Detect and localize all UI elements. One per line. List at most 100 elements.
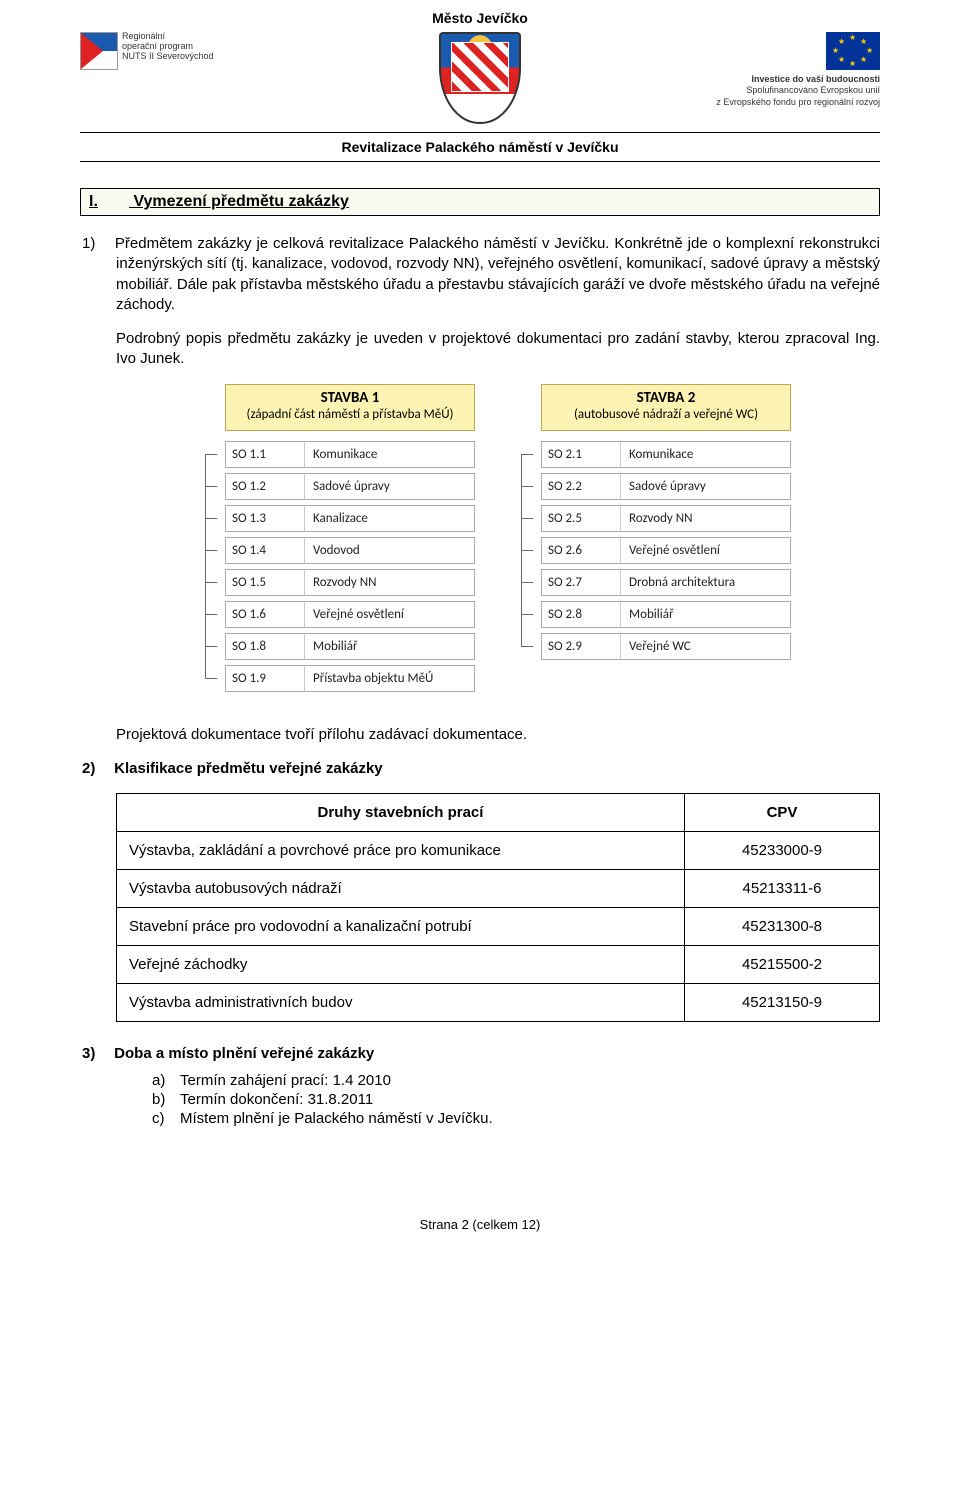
diagram-row: SO 1.1Komunikace	[225, 441, 475, 468]
eu-flag-icon: ★ ★ ★ ★ ★ ★ ★ ★	[826, 32, 880, 70]
diagram-row: SO 2.6Veřejné osvětlení	[541, 537, 791, 564]
row-code: SO 2.5	[542, 506, 621, 531]
item-marker: 2)	[82, 759, 110, 779]
cpv-works: Výstavba autobusových nádraží	[117, 870, 685, 908]
diagram-row: SO 1.6Veřejné osvětlení	[225, 601, 475, 628]
item1-p2: Podrobný popis předmětu zakázky je uvede…	[116, 329, 880, 370]
numbered-list: 1) Předmětem zakázky je celková revitali…	[80, 234, 880, 1127]
cpv-works: Stavební práce pro vodovodní a kanalizač…	[117, 908, 685, 946]
row-label: Kanalizace	[305, 506, 376, 531]
eu-title: Investice do vaší budoucnosti	[660, 74, 880, 85]
cpv-header-cpv: CPV	[685, 794, 880, 832]
eu-line: Spolufinancováno Evropskou unií	[660, 85, 880, 96]
eu-text: Investice do vaší budoucnosti Spolufinan…	[660, 74, 880, 108]
diagram-row: SO 2.7Drobná architektura	[541, 569, 791, 596]
eu-line: z Evropského fondu pro regionální rozvoj	[660, 97, 880, 108]
row-code: SO 2.1	[542, 442, 621, 467]
col-title-sub: (autobusové nádraží a veřejné WC)	[574, 407, 758, 422]
cpv-code: 45231300-8	[685, 908, 880, 946]
sub-list: a)Termín zahájení prací: 1.4 2010b)Termí…	[116, 1072, 880, 1127]
table-row: Stavební práce pro vodovodní a kanalizač…	[117, 908, 880, 946]
row-label: Sadové úpravy	[305, 474, 398, 499]
page-title: Město Jevíčko	[80, 10, 880, 26]
diagram-row: SO 1.8Mobiliář	[225, 633, 475, 660]
row-code: SO 2.2	[542, 474, 621, 499]
col-title-sub: (západní část náměstí a přístavba MěÚ)	[247, 407, 454, 422]
row-code: SO 1.8	[226, 634, 305, 659]
diagram-column: STAVBA 2 (autobusové nádraží a veřejné W…	[541, 384, 791, 665]
item2-title: Klasifikace předmětu veřejné zakázky	[114, 760, 382, 777]
col-title-strong: STAVBA 1	[321, 389, 380, 407]
sub-text: Termín dokončení: 31.8.2011	[180, 1091, 373, 1108]
list-item: 2) Klasifikace předmětu veřejné zakázky …	[116, 759, 880, 1022]
sub-list-item: b)Termín dokončení: 31.8.2011	[152, 1091, 880, 1108]
diagram-row: SO 1.2Sadové úpravy	[225, 473, 475, 500]
page: Město Jevíčko Regionální operační progra…	[0, 0, 960, 1272]
page-footer: Strana 2 (celkem 12)	[80, 1217, 880, 1232]
row-label: Komunikace	[621, 442, 701, 467]
table-row: Výstavba, zakládání a povrchové práce pr…	[117, 832, 880, 870]
row-label: Přístavba objektu MěÚ	[305, 666, 441, 691]
diagram-row: SO 1.5Rozvody NN	[225, 569, 475, 596]
cpv-code: 45213311-6	[685, 870, 880, 908]
sub-marker: a)	[152, 1072, 180, 1089]
table-row: Výstavba administrativních budov45213150…	[117, 984, 880, 1022]
header-logos: Regionální operační program NUTS II Seve…	[80, 32, 880, 124]
row-code: SO 2.9	[542, 634, 621, 659]
row-code: SO 1.3	[226, 506, 305, 531]
row-label: Mobiliář	[621, 602, 682, 627]
cpv-table: Druhy stavebních prací CPV Výstavba, zak…	[116, 793, 880, 1022]
diagram-row: SO 2.9Veřejné WC	[541, 633, 791, 660]
logo-eu: ★ ★ ★ ★ ★ ★ ★ ★ Investice do vaší budouc…	[660, 32, 880, 108]
rop-line: NUTS II Severovýchod	[122, 52, 214, 62]
cpv-header-works: Druhy stavebních prací	[117, 794, 685, 832]
diagram-row: SO 1.9Přístavba objektu MěÚ	[225, 665, 475, 692]
section-heading-box: I. Vymezení předmětu zakázky	[80, 188, 880, 216]
row-label: Mobiliář	[305, 634, 366, 659]
rop-flag-icon	[80, 32, 118, 70]
row-label: Rozvody NN	[621, 506, 701, 531]
sub-text: Místem plnění je Palackého náměstí v Jev…	[180, 1110, 493, 1127]
row-code: SO 2.7	[542, 570, 621, 595]
row-label: Sadové úpravy	[621, 474, 714, 499]
diagram-row: SO 1.4Vodovod	[225, 537, 475, 564]
row-label: Drobná architektura	[621, 570, 743, 595]
row-code: SO 2.8	[542, 602, 621, 627]
coat-of-arms	[430, 32, 530, 124]
item-marker: 1)	[82, 234, 110, 254]
row-label: Vodovod	[305, 538, 368, 563]
sub-list-item: c)Místem plnění je Palackého náměstí v J…	[152, 1110, 880, 1127]
row-code: SO 1.4	[226, 538, 305, 563]
item3-title: Doba a místo plnění veřejné zakázky	[114, 1045, 374, 1062]
list-item: 1) Předmětem zakázky je celková revitali…	[116, 234, 880, 745]
cpv-code: 45213150-9	[685, 984, 880, 1022]
list-item: 3) Doba a místo plnění veřejné zakázky a…	[116, 1044, 880, 1127]
row-label: Komunikace	[305, 442, 385, 467]
diagram-row: SO 2.1Komunikace	[541, 441, 791, 468]
cpv-code: 45233000-9	[685, 832, 880, 870]
table-row: Veřejné záchodky45215500-2	[117, 946, 880, 984]
stav-diagram: STAVBA 1 (západní část náměstí a přístav…	[116, 384, 880, 697]
cpv-code: 45215500-2	[685, 946, 880, 984]
item-marker: 3)	[82, 1044, 110, 1064]
sub-marker: c)	[152, 1110, 180, 1127]
cpv-works: Výstavba, zakládání a povrchové práce pr…	[117, 832, 685, 870]
coat-icon	[439, 32, 521, 124]
sub-text: Termín zahájení prací: 1.4 2010	[180, 1072, 391, 1089]
diagram-row: SO 1.3Kanalizace	[225, 505, 475, 532]
diagram-row: SO 2.5Rozvody NN	[541, 505, 791, 532]
diagram-column: STAVBA 1 (západní část náměstí a přístav…	[225, 384, 475, 697]
row-code: SO 1.1	[226, 442, 305, 467]
tree-left: STAVBA 1 (západní část náměstí a přístav…	[205, 384, 475, 697]
row-label: Veřejné WC	[621, 634, 699, 659]
cpv-works: Výstavba administrativních budov	[117, 984, 685, 1022]
row-label: Veřejné osvětlení	[305, 602, 412, 627]
col-title-strong: STAVBA 2	[637, 389, 696, 407]
subheader: Revitalizace Palackého náměstí v Jevíčku	[80, 132, 880, 162]
diagram-row: SO 2.2Sadové úpravy	[541, 473, 791, 500]
logo-rop: Regionální operační program NUTS II Seve…	[80, 32, 300, 70]
sub-marker: b)	[152, 1091, 180, 1108]
section-title: Vymezení předmětu zakázky	[133, 193, 349, 210]
row-label: Rozvody NN	[305, 570, 385, 595]
item1-text: Předmětem zakázky je celková revitalizac…	[115, 235, 880, 313]
